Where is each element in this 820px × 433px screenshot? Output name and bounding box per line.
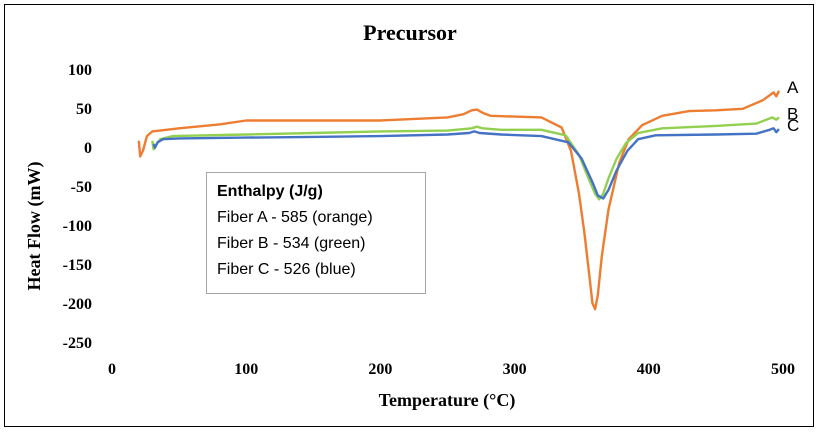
- y-tick-label: -50: [71, 179, 92, 196]
- y-tick-label: 0: [84, 140, 92, 157]
- y-tick-label: -200: [63, 296, 92, 313]
- x-tick-label: 300: [503, 361, 527, 378]
- enthalpy-line-b: Fiber B - 534 (green): [217, 235, 366, 252]
- series-line-b: [151, 116, 780, 201]
- x-tick-label: 200: [368, 361, 392, 378]
- series-end-label-b: B: [787, 104, 798, 123]
- y-tick-label: 100: [68, 62, 92, 79]
- series-lines: [137, 90, 781, 311]
- y-tick-label: -250: [63, 335, 92, 352]
- series-end-labels: ABC: [787, 78, 799, 135]
- y-tick-label: -150: [63, 257, 92, 274]
- enthalpy-line-a: Fiber A - 585 (orange): [217, 209, 373, 226]
- series-end-label-a: A: [787, 78, 799, 97]
- x-tick-label: 100: [234, 361, 258, 378]
- y-tick-label: 50: [76, 101, 92, 118]
- enthalpy-annotation-box: Enthalpy (J/g) Fiber A - 585 (orange) Fi…: [206, 172, 426, 294]
- series-line-a: [137, 90, 781, 311]
- tick-labels: 0 100 200 300 400 500100500-50-100-150-200-25…: [63, 62, 795, 378]
- y-axis-label: Heat Flow (mW): [24, 162, 45, 291]
- chart-title: Precursor: [363, 20, 457, 45]
- series-line-c: [152, 127, 780, 200]
- x-axis-label: Temperature (°C): [379, 390, 516, 411]
- x-tick-label: 400: [637, 361, 661, 378]
- y-tick-label: -100: [63, 218, 92, 235]
- series-end-label-c: C: [787, 116, 799, 135]
- x-tick-label: 500: [771, 361, 795, 378]
- x-tick-label: 0: [108, 361, 116, 378]
- enthalpy-heading: Enthalpy (J/g): [217, 183, 323, 200]
- enthalpy-line-c: Fiber C - 526 (blue): [217, 261, 356, 278]
